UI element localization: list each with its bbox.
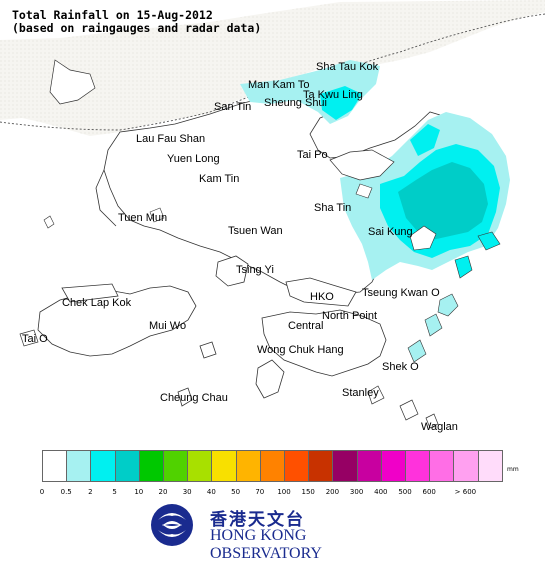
logo-english-text: HONG KONG OBSERVATORY <box>210 527 322 562</box>
legend-swatch <box>405 450 431 482</box>
legend-tick-label: 500 <box>398 488 412 496</box>
legend-tick-label: 200 <box>325 488 340 496</box>
legend-tick-label: 0 <box>39 488 45 496</box>
legend-swatch <box>114 450 140 482</box>
place-shek-o: Shek O <box>382 361 419 373</box>
legend-swatch <box>235 450 261 482</box>
place-hko: HKO <box>310 291 334 303</box>
place-cheung-chau: Cheung Chau <box>160 392 228 404</box>
legend-tick-label: 400 <box>374 488 388 496</box>
legend-tick-label: 600 <box>422 488 436 496</box>
legend-tick-label: 20 <box>158 488 168 496</box>
rainfall-legend <box>42 450 504 484</box>
logo-chinese-text: 香港天文台 <box>210 510 305 530</box>
place-waglan: Waglan <box>421 421 458 433</box>
legend-swatch <box>429 450 455 482</box>
place-stanley: Stanley <box>342 387 379 399</box>
map-subtitle: (based on raingauges and radar data) <box>12 21 262 35</box>
legend-swatch <box>453 450 479 482</box>
legend-tick-label: 70 <box>255 488 265 496</box>
hong-kong-island <box>261 309 387 377</box>
rainfall-map: Total Rainfall on 15-Aug-2012 (based on … <box>0 0 545 433</box>
legend-tick-label: 100 <box>277 488 291 496</box>
place-ta-kwu-ling: Ta Kwu Ling <box>303 89 363 101</box>
place-man-kam-to: Man Kam To <box>248 79 310 91</box>
legend-swatch <box>477 450 503 482</box>
legend-swatch <box>211 450 237 482</box>
hko-emblem-icon <box>151 504 193 546</box>
legend-swatch <box>332 450 358 482</box>
legend-tick-label: 5 <box>112 488 117 496</box>
map-svg <box>0 0 545 429</box>
legend-tick-label: 300 <box>349 488 364 496</box>
legend-tick-label: 40 <box>206 488 216 496</box>
legend-tick-label: > 600 <box>454 488 477 496</box>
hko-logo: 香港天文台 HONG KONG OBSERVATORY <box>148 502 418 562</box>
place-tsuen-wan: Tsuen Wan <box>228 225 283 237</box>
place-north-point: North Point <box>322 310 378 322</box>
place-tai-o: Tai O <box>22 333 48 345</box>
place-san-tin: San Tin <box>214 101 252 113</box>
legend-tick-label: 30 <box>182 488 192 496</box>
place-kam-tin: Kam Tin <box>199 173 240 185</box>
legend-swatch <box>187 450 213 482</box>
legend-swatch <box>66 450 92 482</box>
map-title: Total Rainfall on 15-Aug-2012 <box>12 8 213 22</box>
legend-tick-label: 10 <box>134 488 144 496</box>
place-yuen-long: Yuen Long <box>167 153 220 165</box>
place-tseung-kwan-o: Tseung Kwan O <box>362 287 440 299</box>
place-tai-po: Tai Po <box>297 149 328 161</box>
legend-unit: mm <box>507 466 519 473</box>
legend-swatch <box>356 450 382 482</box>
place-sha-tau-kok: Sha Tau Kok <box>316 61 379 73</box>
place-sai-kung: Sai Kung <box>368 226 413 238</box>
place-sha-tin: Sha Tin <box>314 202 352 214</box>
legend-swatch <box>90 450 116 482</box>
legend-swatch <box>42 450 68 482</box>
legend-swatch <box>380 450 406 482</box>
place-central: Central <box>288 320 324 332</box>
mainland-land <box>0 0 545 136</box>
legend-tick-label: 150 <box>301 488 315 496</box>
legend-swatch <box>163 450 189 482</box>
place-mui-wo: Mui Wo <box>149 320 187 332</box>
legend-swatch <box>284 450 310 482</box>
place-wong-chuk-hang: Wong Chuk Hang <box>257 344 344 356</box>
place-sheung-shui: Sheung Shui <box>264 97 327 109</box>
legend-tick-label: 50 <box>231 488 241 496</box>
tsing-yi-island <box>215 255 249 287</box>
legend-tick-label: 2 <box>88 488 93 496</box>
place-tuen-mun: Tuen Mun <box>118 212 168 224</box>
place-lau-fau-shan: Lau Fau Shan <box>136 133 206 145</box>
legend-swatch <box>308 450 334 482</box>
place-chek-lap-kok: Chek Lap Kok <box>62 297 132 309</box>
legend-swatch <box>259 450 285 482</box>
legend-tick-label: 0.5 <box>60 488 72 496</box>
place-tsing-yi: Tsing Yi <box>236 264 274 276</box>
legend-swatch <box>138 450 164 482</box>
